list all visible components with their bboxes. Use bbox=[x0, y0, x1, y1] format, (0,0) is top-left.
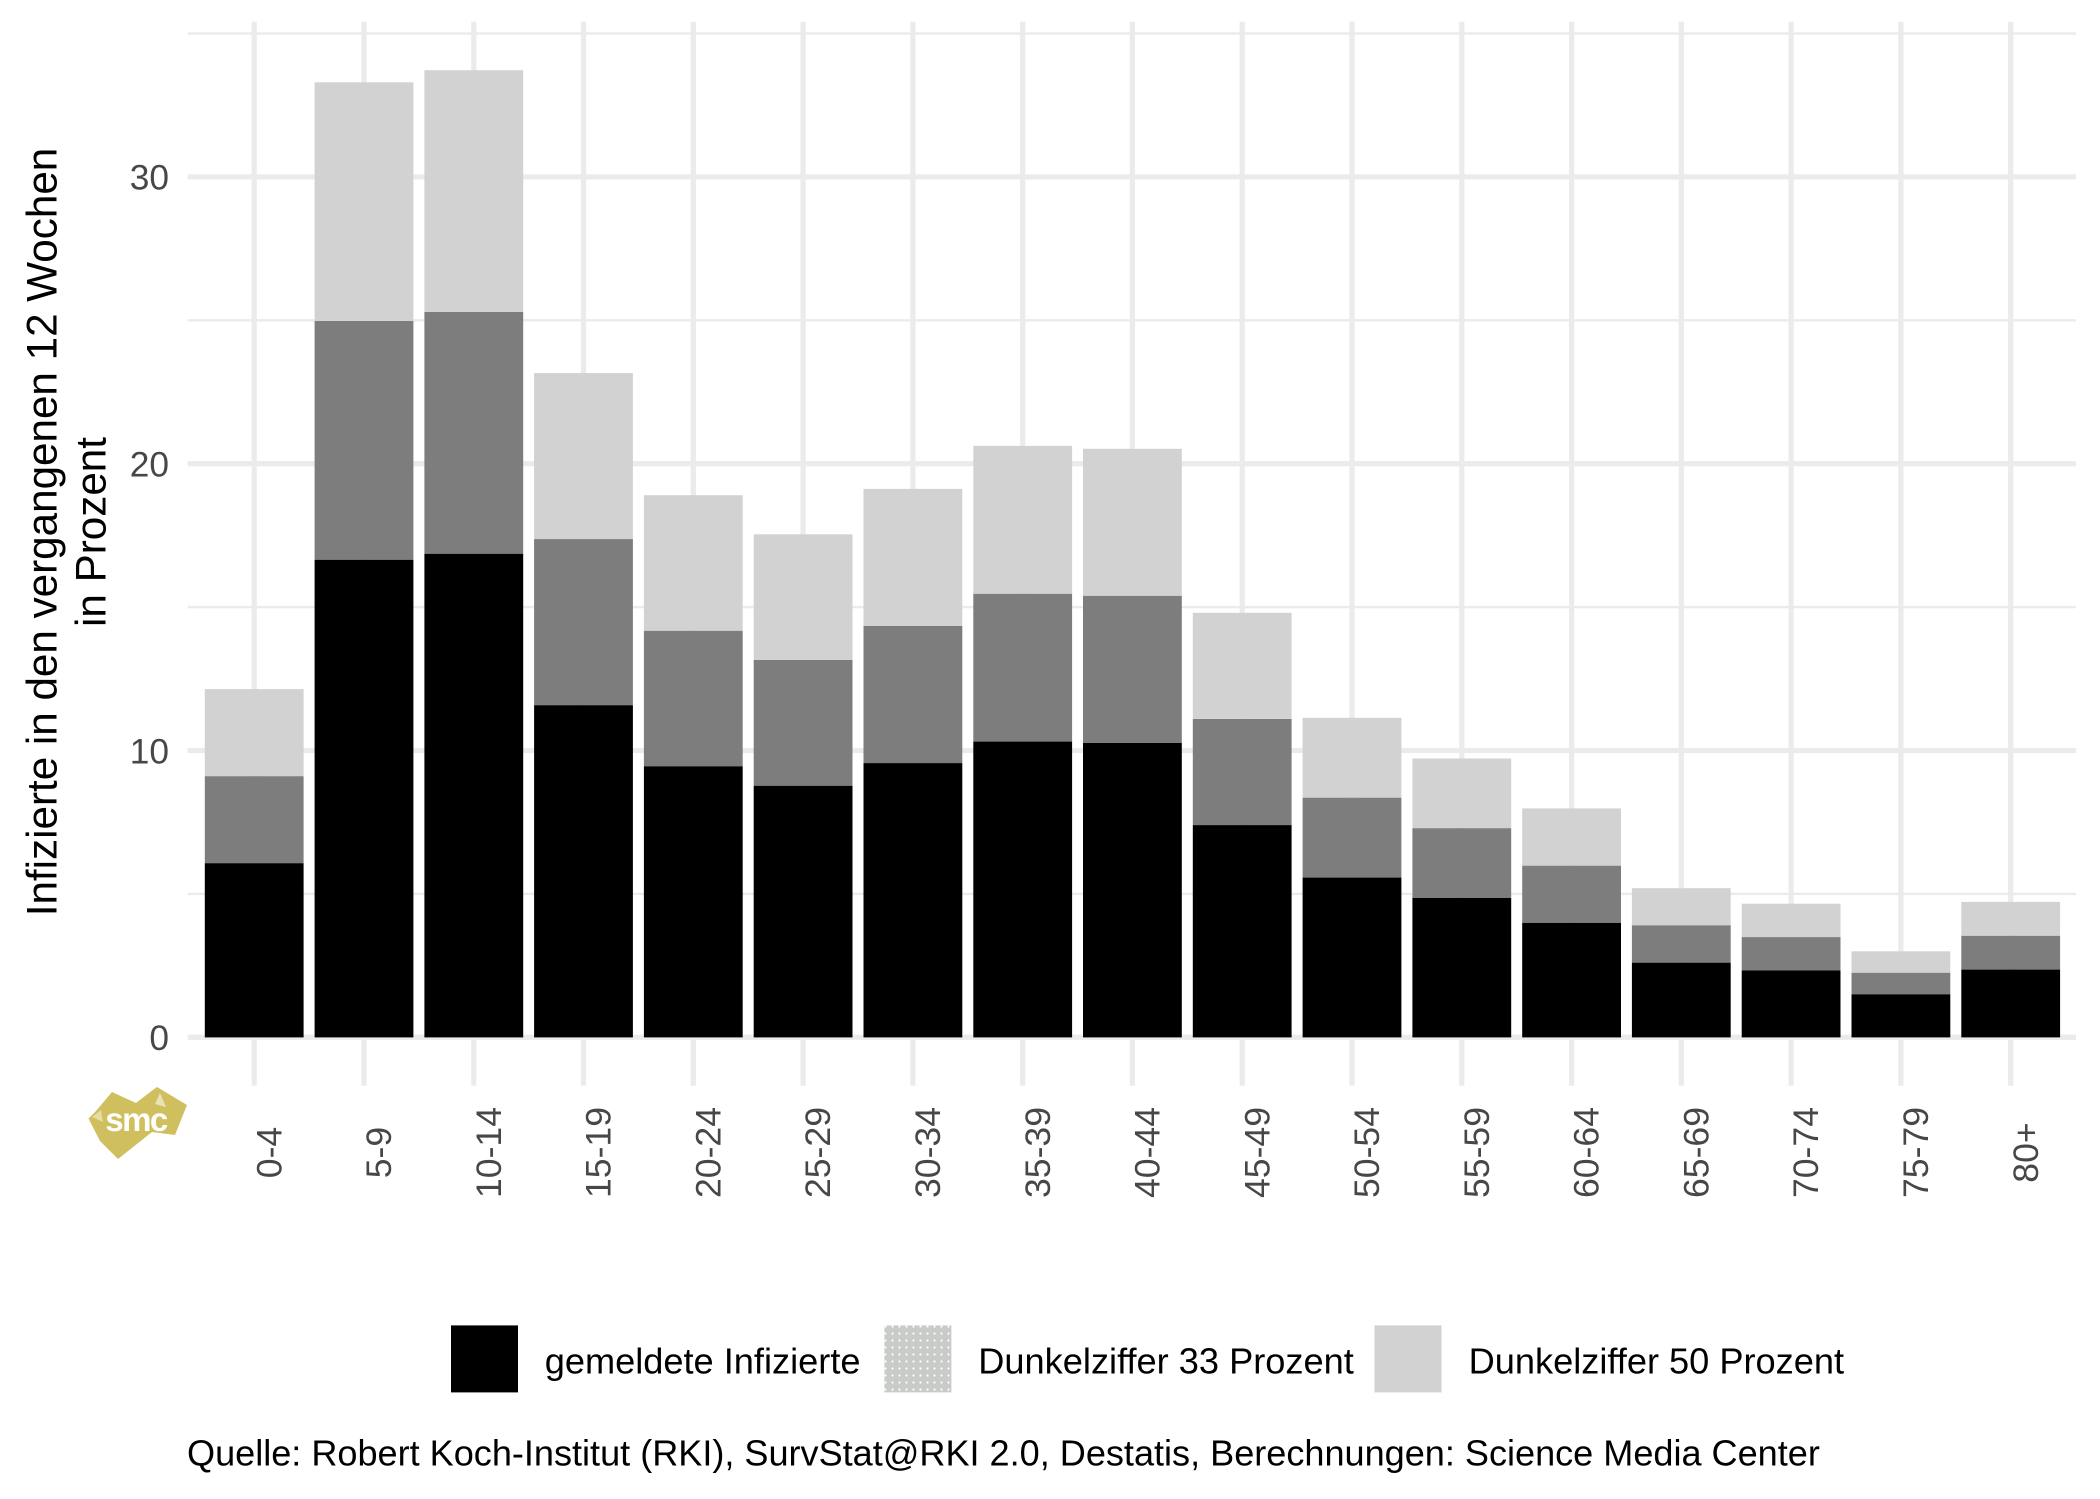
svg-text:0-4: 0-4 bbox=[249, 1127, 289, 1178]
svg-text:20-24: 20-24 bbox=[688, 1107, 728, 1198]
svg-text:Quelle: Robert Koch-Institut (: Quelle: Robert Koch-Institut (RKI), Surv… bbox=[187, 1432, 1820, 1473]
svg-text:gemeldete Infizierte: gemeldete Infizierte bbox=[545, 1341, 861, 1382]
svg-text:Dunkelziffer 33 Prozent: Dunkelziffer 33 Prozent bbox=[978, 1341, 1353, 1382]
svg-text:65-69: 65-69 bbox=[1676, 1107, 1716, 1198]
svg-text:20: 20 bbox=[130, 446, 169, 485]
svg-text:25-29: 25-29 bbox=[798, 1107, 838, 1198]
svg-text:45-49: 45-49 bbox=[1237, 1107, 1277, 1198]
svg-text:30-34: 30-34 bbox=[908, 1107, 948, 1198]
svg-text:Infizierte in den vergangenen: Infizierte in den vergangenen 12 Wochen bbox=[19, 148, 66, 917]
svg-text:50-54: 50-54 bbox=[1347, 1107, 1387, 1198]
svg-text:5-9: 5-9 bbox=[359, 1127, 399, 1178]
svg-text:55-59: 55-59 bbox=[1457, 1107, 1497, 1198]
svg-text:40-44: 40-44 bbox=[1128, 1107, 1168, 1198]
svg-text:in Prozent: in Prozent bbox=[68, 437, 115, 627]
svg-text:75-79: 75-79 bbox=[1896, 1107, 1936, 1198]
svg-text:60-64: 60-64 bbox=[1567, 1107, 1607, 1198]
svg-text:35-39: 35-39 bbox=[1018, 1107, 1058, 1198]
svg-text:10-14: 10-14 bbox=[469, 1107, 509, 1198]
svg-text:10: 10 bbox=[130, 732, 169, 771]
svg-text:30: 30 bbox=[130, 159, 169, 198]
svg-text:70-74: 70-74 bbox=[1786, 1107, 1826, 1198]
svg-text:0: 0 bbox=[149, 1019, 169, 1058]
svg-text:15-19: 15-19 bbox=[579, 1107, 619, 1198]
svg-text:smc: smc bbox=[105, 1101, 168, 1138]
svg-text:Dunkelziffer 50 Prozent: Dunkelziffer 50 Prozent bbox=[1469, 1341, 1844, 1382]
svg-text:80+: 80+ bbox=[2006, 1122, 2046, 1182]
